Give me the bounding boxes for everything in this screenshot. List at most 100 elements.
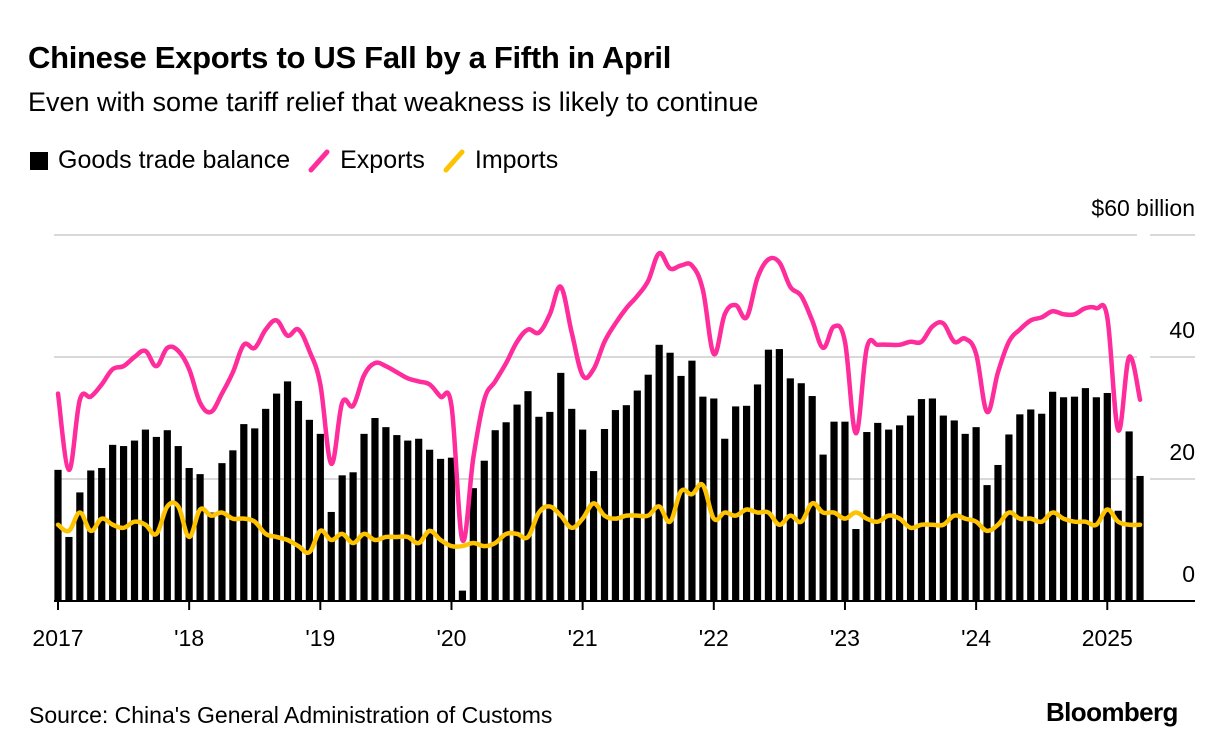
balance-bar bbox=[928, 398, 936, 601]
balance-bar bbox=[273, 393, 281, 601]
balance-bar bbox=[294, 400, 303, 601]
balance-bar bbox=[753, 384, 762, 601]
balance-bar bbox=[950, 420, 958, 601]
balance-bar bbox=[721, 438, 729, 601]
balance-bar bbox=[152, 436, 160, 601]
balance-bar bbox=[1092, 397, 1100, 601]
axes: 0 20 40 $60 billion 2017 '18 '19 '20 '21 '22 '23 '2… bbox=[32, 195, 1195, 651]
legend-item-exports: Exports bbox=[308, 146, 425, 175]
balance-bar bbox=[841, 421, 849, 601]
y-tick-label: 20 bbox=[1169, 439, 1195, 465]
balance-bar bbox=[163, 430, 171, 601]
balance-bar bbox=[207, 512, 215, 601]
balance-bar bbox=[426, 449, 434, 601]
balance-bar bbox=[371, 418, 379, 601]
legend-label-imports: Imports bbox=[474, 146, 559, 174]
balance-bar bbox=[458, 590, 467, 601]
balance-bar bbox=[972, 427, 980, 601]
balance-bar bbox=[251, 428, 259, 601]
balance-bar bbox=[502, 422, 510, 601]
balance-bar bbox=[360, 433, 368, 601]
balance-bar bbox=[382, 427, 390, 601]
balance-bar bbox=[896, 425, 904, 601]
source-note: Source: China's General Administration o… bbox=[29, 702, 553, 728]
balance-bar bbox=[939, 415, 947, 601]
legend-swatch-exports bbox=[308, 149, 330, 172]
balance-bar bbox=[786, 378, 794, 601]
balance-bar bbox=[87, 470, 95, 601]
legend-label-exports: Exports bbox=[340, 146, 425, 174]
x-tick-label: 2017 bbox=[32, 625, 83, 651]
exports-line bbox=[55, 250, 1143, 544]
balance-bar bbox=[524, 391, 532, 601]
balance-bar bbox=[655, 344, 663, 601]
balance-bar bbox=[491, 430, 499, 601]
x-tick-label: '22 bbox=[699, 625, 729, 651]
x-tick-label: '21 bbox=[568, 625, 598, 651]
brand-logo: Bloomberg bbox=[1046, 697, 1178, 727]
balance-bar bbox=[535, 416, 543, 601]
x-tick-label: '23 bbox=[830, 625, 860, 651]
x-tick-label: '24 bbox=[961, 625, 991, 651]
legend-item-imports: Imports bbox=[443, 146, 558, 175]
balance-bar bbox=[710, 398, 718, 601]
balance-bar bbox=[447, 457, 456, 601]
balance-bar bbox=[994, 464, 1002, 601]
balance-bar bbox=[1103, 392, 1111, 601]
balance-bar bbox=[305, 419, 313, 601]
balance-bar bbox=[808, 396, 816, 601]
balance-bar bbox=[240, 424, 248, 601]
balance-bar bbox=[1136, 475, 1144, 601]
balance-bar bbox=[1059, 397, 1068, 601]
balance-bar bbox=[611, 410, 620, 601]
balance-bar bbox=[906, 415, 915, 601]
balance-bar bbox=[65, 536, 73, 601]
balance-bar bbox=[797, 383, 805, 601]
x-tick-label: '18 bbox=[174, 625, 204, 651]
balance-bar bbox=[633, 390, 641, 601]
chart-title: Chinese Exports to US Fall by a Fifth in… bbox=[28, 40, 672, 75]
balance-bar bbox=[338, 475, 346, 601]
balance-bar bbox=[436, 458, 445, 601]
balance-bar bbox=[141, 429, 150, 601]
balance-bar bbox=[1114, 510, 1122, 601]
imports-line bbox=[55, 481, 1143, 556]
balance-bar bbox=[775, 349, 783, 601]
balance-bar bbox=[1038, 413, 1046, 601]
series-lines bbox=[55, 250, 1143, 556]
chart-subtitle: Even with some tariff relief that weakne… bbox=[28, 87, 759, 117]
legend-item-balance: Goods trade balance bbox=[30, 146, 290, 175]
balance-bar bbox=[316, 433, 324, 601]
balance-bar bbox=[622, 405, 630, 601]
balance-bar bbox=[688, 360, 696, 601]
balance-bar bbox=[262, 408, 270, 601]
balance-bar bbox=[404, 440, 412, 601]
balance-bar bbox=[76, 492, 84, 601]
balance-bar bbox=[557, 372, 565, 601]
balance-bar bbox=[732, 406, 740, 601]
balance-bar bbox=[1005, 434, 1013, 601]
balance-bar bbox=[513, 404, 521, 601]
balance-bar bbox=[98, 468, 106, 601]
balance-bar bbox=[852, 529, 860, 601]
balance-bar bbox=[349, 472, 357, 601]
legend-swatch-imports bbox=[443, 149, 465, 172]
x-tick-label: '19 bbox=[305, 625, 335, 651]
x-tick-label: '20 bbox=[436, 625, 466, 651]
legend-label-balance: Goods trade balance bbox=[58, 146, 291, 174]
balance-bar bbox=[480, 460, 488, 601]
balance-bar bbox=[1027, 409, 1035, 601]
balance-bar bbox=[196, 474, 204, 601]
legend-swatch-balance bbox=[30, 151, 48, 170]
balance-bar bbox=[1081, 388, 1090, 601]
balance-bar bbox=[819, 454, 827, 601]
balance-bar bbox=[415, 438, 423, 601]
balance-bar bbox=[174, 446, 182, 601]
balance-bar bbox=[666, 352, 674, 601]
balance-bar bbox=[764, 349, 773, 601]
balance-bar bbox=[699, 396, 707, 601]
balance-bar bbox=[644, 374, 652, 601]
balance-bar bbox=[229, 450, 237, 601]
balance-bar bbox=[119, 446, 128, 601]
